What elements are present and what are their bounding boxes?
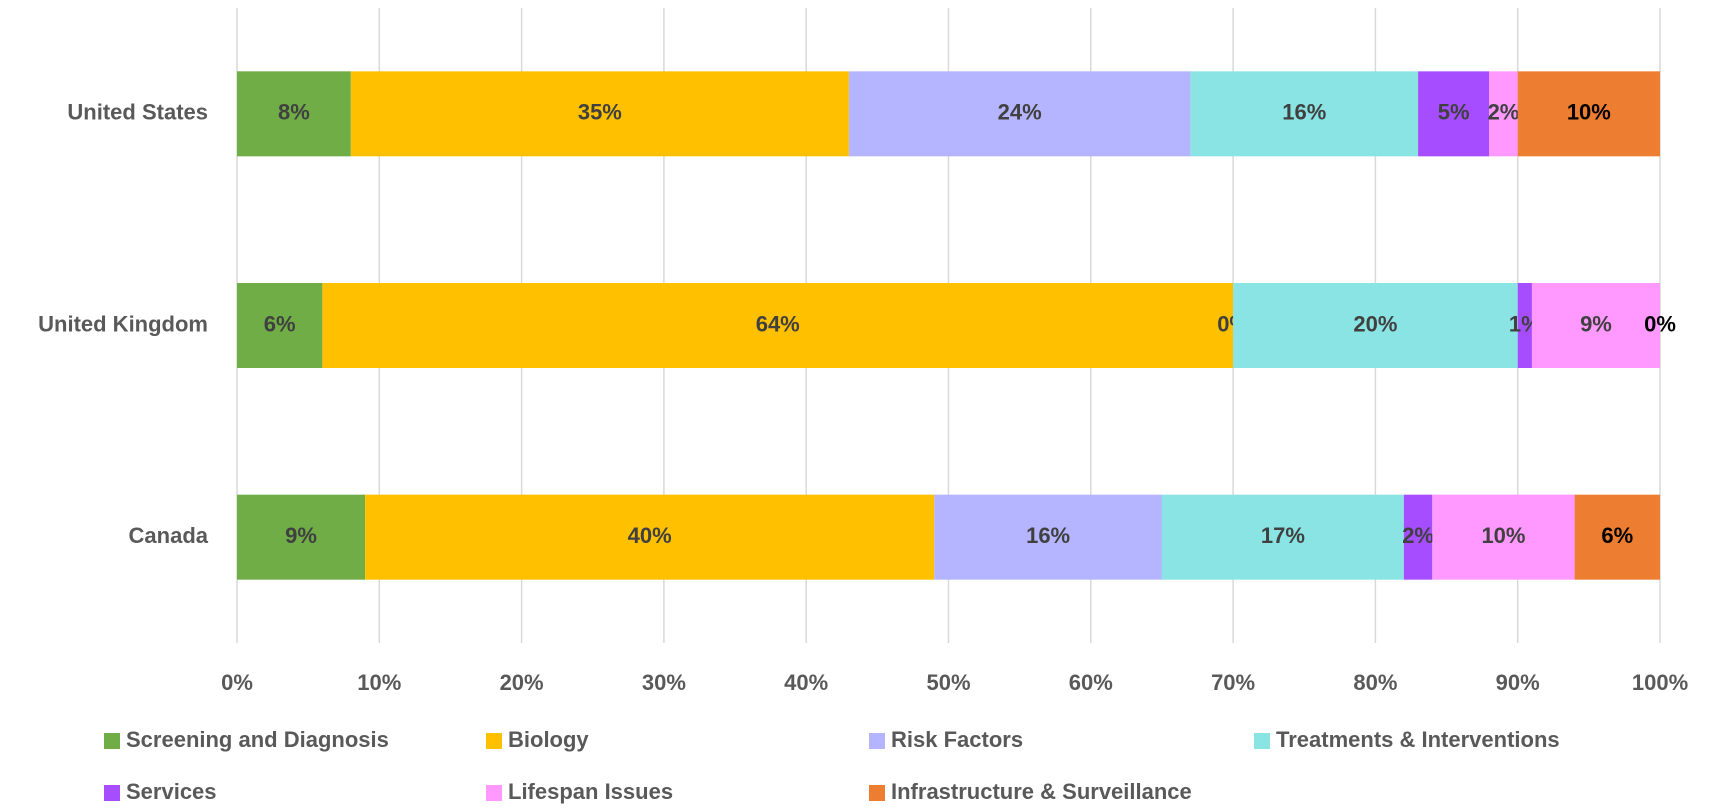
bar-segment	[1489, 71, 1518, 157]
data-label: 20%	[1353, 311, 1397, 336]
legend-label: Lifespan Issues	[508, 779, 673, 804]
data-label: 10%	[1567, 100, 1611, 125]
bar-segment	[365, 494, 935, 580]
bar-segment	[1531, 283, 1660, 368]
x-tick-label: 70%	[1211, 670, 1255, 695]
legend-label: Services	[126, 779, 217, 804]
legend-swatch	[486, 733, 502, 749]
data-label: 6%	[1601, 523, 1633, 548]
legend-label: Infrastructure & Surveillance	[891, 779, 1192, 804]
data-label: 5%	[1438, 100, 1470, 125]
bar-segment	[1190, 71, 1419, 157]
legend-label: Risk Factors	[891, 727, 1023, 752]
x-tick-label: 20%	[500, 670, 544, 695]
data-label: 2%	[1402, 523, 1434, 548]
x-tick-label: 50%	[926, 670, 970, 695]
x-tick-label: 60%	[1069, 670, 1113, 695]
y-tick-label: Canada	[129, 523, 209, 548]
data-label: 2%	[1488, 100, 1520, 125]
data-label: 9%	[1580, 311, 1612, 336]
bar-segment	[237, 494, 366, 580]
data-label: 10%	[1481, 523, 1525, 548]
legend-swatch	[869, 733, 885, 749]
x-tick-label: 0%	[221, 670, 253, 695]
data-label: 9%	[285, 523, 317, 548]
bar-segment	[1233, 283, 1518, 368]
bar-segment	[1517, 71, 1660, 157]
x-tick-label: 10%	[357, 670, 401, 695]
legend-label: Biology	[508, 727, 589, 752]
bar-segment	[1574, 494, 1660, 580]
x-tick-label: 30%	[642, 670, 686, 695]
data-label: 17%	[1261, 523, 1305, 548]
legend-swatch	[104, 733, 120, 749]
x-tick-label: 90%	[1496, 670, 1540, 695]
data-label: 16%	[1026, 523, 1070, 548]
data-label: 24%	[998, 100, 1042, 125]
legend-swatch	[486, 785, 502, 801]
data-label: 6%	[264, 311, 296, 336]
data-label: 16%	[1282, 100, 1326, 125]
x-tick-label: 80%	[1353, 670, 1397, 695]
bar-segment	[350, 71, 849, 157]
bar-segment	[322, 283, 1234, 368]
legend-label: Treatments & Interventions	[1276, 727, 1560, 752]
bar-segment	[237, 71, 351, 157]
bar-segment	[1418, 71, 1490, 157]
data-label: 40%	[628, 523, 672, 548]
y-tick-label: United Kingdom	[38, 311, 208, 336]
data-label: 35%	[578, 100, 622, 125]
bar-segment	[1432, 494, 1575, 580]
data-label: 64%	[756, 311, 800, 336]
legend-swatch	[1254, 733, 1270, 749]
x-tick-label: 100%	[1632, 670, 1688, 695]
bar-segment	[934, 494, 1162, 580]
y-tick-label: United States	[67, 100, 208, 125]
data-label: 0%	[1644, 311, 1676, 336]
legend-swatch	[869, 785, 885, 801]
legend-label: Screening and Diagnosis	[126, 727, 389, 752]
bar-segment	[1403, 494, 1433, 580]
x-tick-label: 40%	[784, 670, 828, 695]
bar-segment	[1517, 283, 1532, 368]
bar-segment	[237, 283, 323, 368]
bar-segment	[1161, 494, 1404, 580]
bar-segment	[848, 71, 1191, 157]
legend-swatch	[104, 785, 120, 801]
data-label: 8%	[278, 100, 310, 125]
